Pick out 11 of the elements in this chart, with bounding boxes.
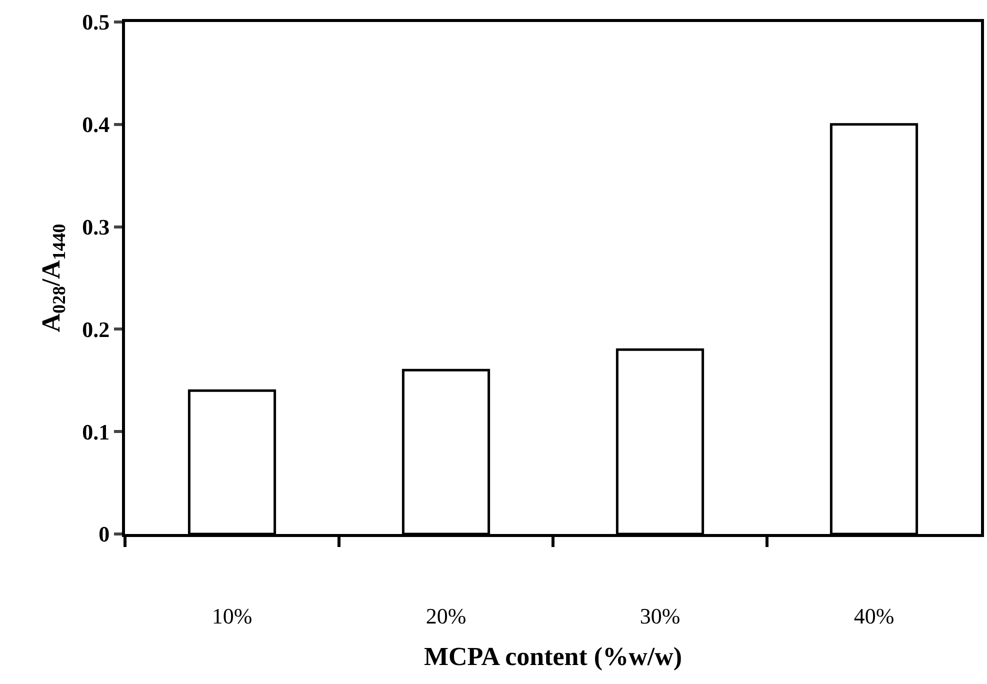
x-tick-label: 40% [854,603,894,628]
y-tick-label: 0 [98,522,110,547]
y-tick-label: 0.5 [82,10,110,35]
x-tick-label: 20% [426,603,466,628]
y-tick-label: 0.4 [82,112,110,138]
x-axis-title: MCPA content (%w/w) [424,642,682,672]
y-tick-label: 0.2 [82,316,110,342]
x-tick-label: 10% [212,603,252,628]
x-tick-label: 30% [640,603,680,628]
y-tick-label: 0.1 [82,419,110,444]
y-tick-label: 0.3 [82,214,110,240]
